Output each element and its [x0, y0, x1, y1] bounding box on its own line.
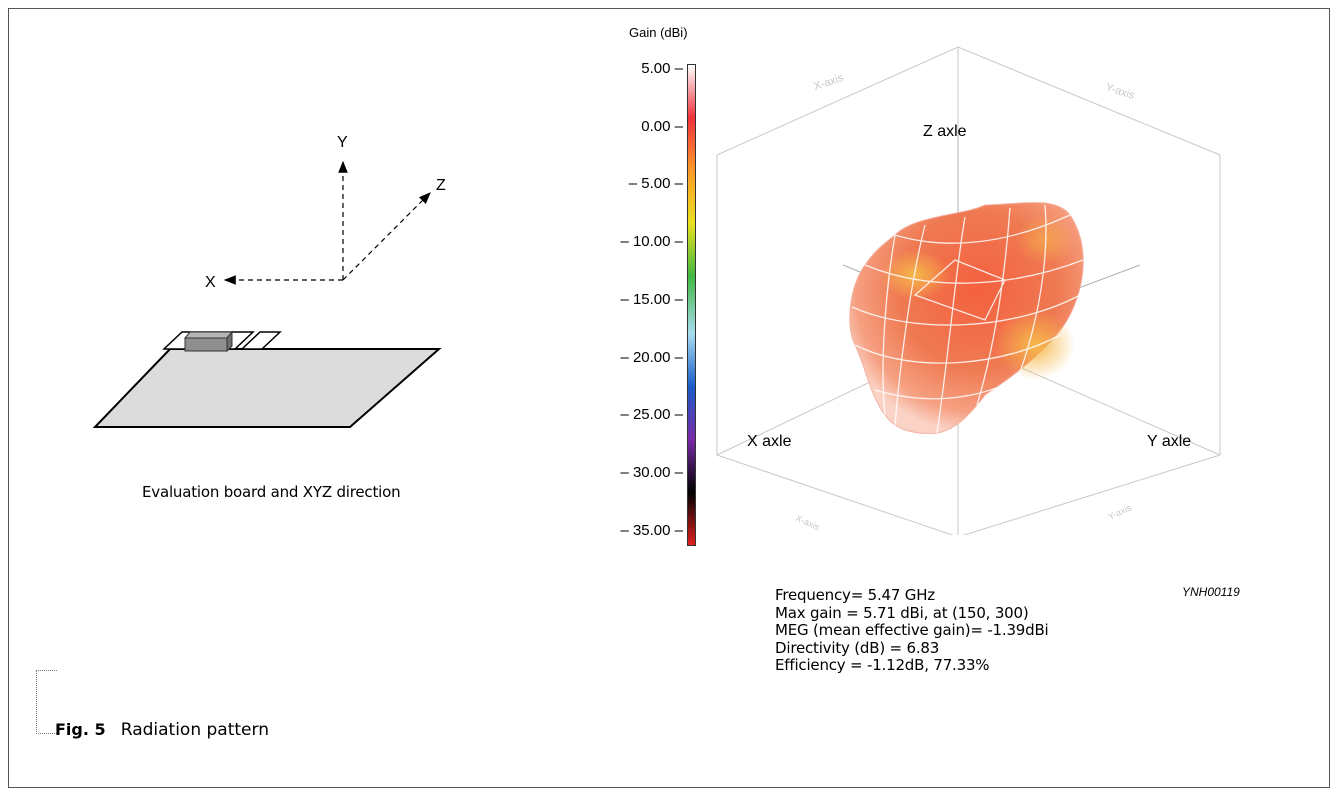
z-axle-label: Z axle	[923, 123, 967, 140]
directivity-text: Directivity (dB) = 6.83	[775, 638, 940, 657]
colorbar-title: Gain (dBi)	[629, 25, 688, 40]
feed-line	[240, 331, 282, 350]
colorbar-tick-label: 5.00 –	[641, 60, 683, 77]
max-gain-text: Max gain = 5.71 dBi, at (150, 300)	[775, 603, 1029, 622]
colorbar-tick-label: – 30.00 –	[620, 463, 683, 481]
colorbar-tick-label: – 20.00 –	[620, 348, 683, 366]
colorbar-tick-label: – 5.00 –	[628, 175, 683, 193]
radiation-plot-3d: X-axis Y-axis X-axis Y-axis Z axle X axl…	[716, 46, 1221, 535]
board-caption: Evaluation board and XYZ direction	[142, 483, 401, 501]
colorbar-tick-label: 0.00 –	[641, 117, 683, 135]
x-axle-label: X axle	[747, 433, 792, 450]
svg-text:X-axis: X-axis	[812, 72, 845, 93]
meg-text: MEG (mean effective gain)= -1.39dBi	[775, 621, 1049, 639]
frequency-text: Frequency= 5.47 GHz	[775, 586, 935, 604]
y-axle-label: Y axle	[1147, 433, 1191, 450]
figure-code: YNH00119	[1182, 585, 1240, 599]
efficiency-text: Efficiency = -1.12dB, 77.33%	[775, 656, 990, 674]
colorbar-tick-label: – 15.00 –	[620, 290, 683, 308]
colorbar-tick-label: – 25.00 –	[620, 406, 683, 424]
figure-title: Radiation pattern	[120, 720, 269, 740]
caption-bracket	[36, 670, 57, 734]
z-axis-label: Z	[436, 177, 446, 194]
svg-text:X-axis: X-axis	[794, 513, 821, 533]
svg-text:Y-axis: Y-axis	[1107, 502, 1134, 521]
x-axis-label: X	[205, 274, 216, 291]
colorbar-tick-label: – 10.00 –	[620, 233, 683, 251]
z-axis-arrow	[342, 192, 431, 281]
radiation-mesh	[851, 204, 1084, 434]
figure-number: Fig. 5	[55, 720, 106, 739]
y-axis-label: Y	[337, 134, 348, 151]
colorbar-tick-label: – 35.00 –	[620, 521, 683, 539]
measurement-info: Frequency= 5.47 GHz Max gain = 5.71 dBi,…	[775, 586, 1049, 675]
colorbar-gradient	[687, 64, 696, 546]
figure-caption: Fig. 5 Radiation pattern	[55, 720, 269, 740]
chip-component	[184, 337, 228, 352]
svg-text:Y-axis: Y-axis	[1104, 81, 1136, 102]
board-diagram: Y X Z	[92, 134, 446, 428]
board	[92, 348, 442, 428]
figure-frame	[8, 8, 1330, 788]
